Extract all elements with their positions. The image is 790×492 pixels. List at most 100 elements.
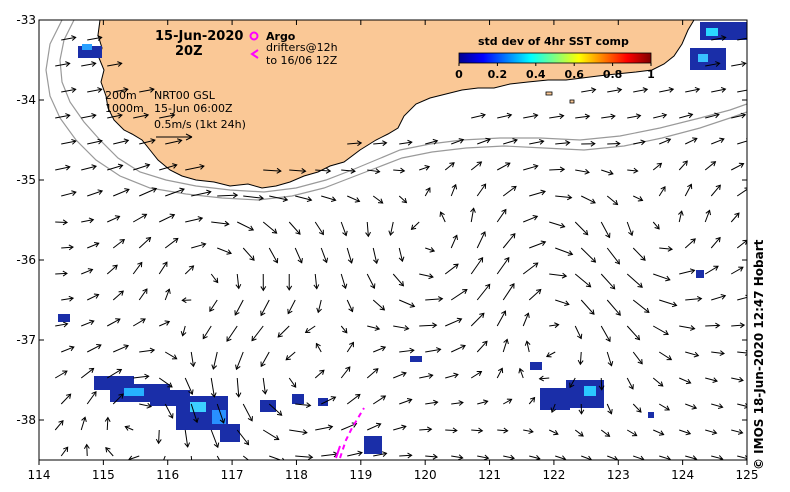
current-vector-head <box>678 210 684 216</box>
current-vector-head <box>199 163 205 170</box>
current-vector-head <box>665 275 671 282</box>
current-vector-head <box>561 272 568 279</box>
current-vector <box>185 165 205 171</box>
current-vector <box>315 169 331 172</box>
current-vector <box>242 455 250 460</box>
current-vector-head <box>451 183 458 190</box>
current-vector-head <box>140 318 146 324</box>
contour-1000m-label: 1000m <box>105 102 144 115</box>
current-vector-head <box>345 366 351 372</box>
current-vector <box>209 299 218 312</box>
current-vector <box>139 349 155 353</box>
current-vector-head <box>88 367 95 374</box>
current-vector-head <box>663 330 669 336</box>
current-vector-head <box>356 140 363 147</box>
current-vector <box>451 139 464 145</box>
x-axis: 114 115 116 117 118 119 120 121 122 123 124 125 <box>28 20 758 482</box>
current-vector <box>340 221 347 236</box>
current-vector <box>347 142 362 145</box>
current-vector-head <box>511 185 517 191</box>
current-vector <box>372 247 378 264</box>
current-vector-head <box>348 306 354 313</box>
current-vector-head <box>689 268 696 275</box>
current-vector <box>445 373 459 379</box>
current-vector <box>580 247 596 263</box>
current-vector <box>477 455 489 459</box>
current-vector-head <box>119 238 125 245</box>
current-vector-head <box>720 86 727 93</box>
current-vector-head <box>97 87 103 93</box>
current-vector <box>106 417 109 431</box>
current-vector <box>132 262 143 275</box>
current-vector <box>80 417 86 431</box>
current-vector-head <box>88 217 95 224</box>
current-vector <box>139 403 152 408</box>
current-vector <box>393 325 409 330</box>
current-vector <box>574 273 591 288</box>
current-vector-head <box>234 310 240 316</box>
current-vector <box>555 195 572 199</box>
current-vector <box>424 187 431 197</box>
current-vector-head <box>644 307 650 314</box>
current-vector <box>288 377 297 388</box>
current-vector-head <box>615 310 621 316</box>
current-vector <box>340 366 351 379</box>
current-vector <box>529 140 544 145</box>
current-vector <box>555 455 566 460</box>
current-vector <box>399 141 412 145</box>
current-vector <box>626 273 643 288</box>
current-vector-head <box>452 234 458 241</box>
current-vector-head <box>545 352 552 358</box>
current-vector-head <box>116 368 123 374</box>
current-vector-head <box>460 344 466 350</box>
current-vector-head <box>741 61 747 67</box>
current-vector-head <box>374 325 381 331</box>
colorbar-tick-label: 0 <box>455 68 463 81</box>
current-vector-head <box>297 257 303 264</box>
current-vector <box>372 299 385 311</box>
current-vector-head <box>578 431 584 437</box>
current-vector <box>503 139 518 145</box>
current-vector <box>212 351 218 370</box>
current-vector <box>658 351 672 361</box>
current-vector <box>730 266 744 275</box>
current-vector <box>158 261 168 275</box>
current-vector <box>546 351 556 357</box>
current-vector <box>496 162 511 171</box>
current-vector <box>340 325 348 334</box>
current-vector <box>425 298 443 301</box>
current-vector <box>373 452 387 457</box>
colorbar-gradient <box>458 52 652 64</box>
current-vector-head <box>287 308 293 315</box>
current-vector <box>139 139 156 145</box>
current-vector-head <box>235 364 241 371</box>
map-time: 20Z <box>175 44 203 59</box>
current-vector-head <box>576 333 583 340</box>
current-vector-head <box>453 372 459 379</box>
current-vector <box>549 221 565 228</box>
current-vector-head <box>173 237 179 244</box>
current-vector <box>710 184 721 197</box>
current-vector-head <box>69 345 75 352</box>
current-vector-head <box>584 168 590 175</box>
current-vector-head <box>141 213 148 219</box>
current-vector <box>470 312 485 327</box>
current-vector <box>210 273 219 283</box>
x-tick-label: 117 <box>221 468 244 482</box>
current-vector-head <box>68 244 74 251</box>
current-vector <box>61 246 74 249</box>
current-vector-head <box>428 373 434 379</box>
current-vector-head <box>564 300 570 307</box>
current-vector-head <box>479 312 485 318</box>
current-vector-head <box>605 232 611 239</box>
current-vector-head <box>582 229 589 236</box>
colorbar-tick-label: 0.4 <box>526 68 546 81</box>
current-vector-head <box>518 367 524 374</box>
current-vector <box>580 299 595 315</box>
current-vector-head <box>341 283 348 290</box>
current-vector-head <box>247 416 253 422</box>
current-vector <box>226 325 238 342</box>
current-vector-head <box>180 331 187 337</box>
current-vector <box>295 403 311 406</box>
